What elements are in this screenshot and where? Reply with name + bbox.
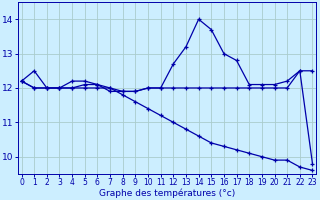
X-axis label: Graphe des températures (°c): Graphe des températures (°c): [99, 188, 235, 198]
